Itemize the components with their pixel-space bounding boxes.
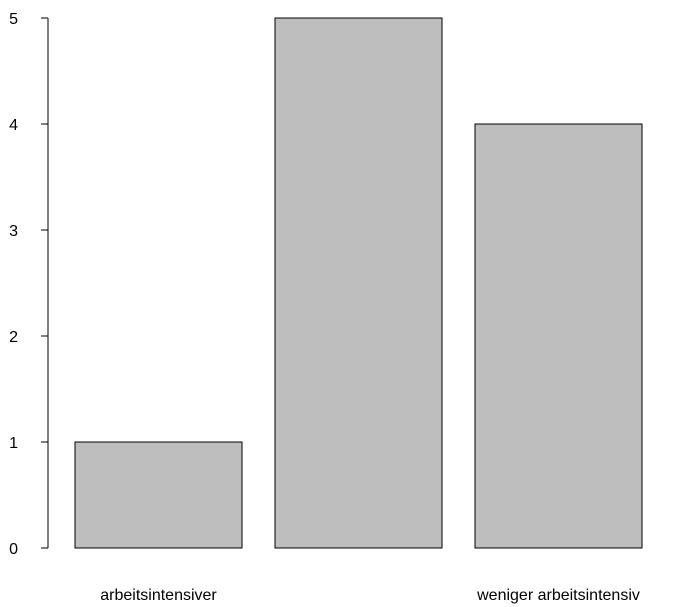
x-category-label: arbeitsintensiver <box>100 587 217 604</box>
x-axis-labels: arbeitsintensiver weniger arbeitsintensiv <box>100 587 640 604</box>
bars <box>74 17 643 549</box>
bar <box>474 123 643 549</box>
x-category-label: weniger arbeitsintensiv <box>476 587 640 604</box>
bar <box>74 441 243 549</box>
y-tick-label: 3 <box>9 223 18 240</box>
y-tick-label: 4 <box>9 117 18 134</box>
y-axis: 0 1 2 3 4 5 <box>9 11 49 558</box>
bar <box>274 17 443 549</box>
y-tick-label: 0 <box>9 541 18 558</box>
y-tick-label: 1 <box>9 435 18 452</box>
y-tick-label: 5 <box>9 11 18 28</box>
y-tick-label: 2 <box>9 329 18 346</box>
